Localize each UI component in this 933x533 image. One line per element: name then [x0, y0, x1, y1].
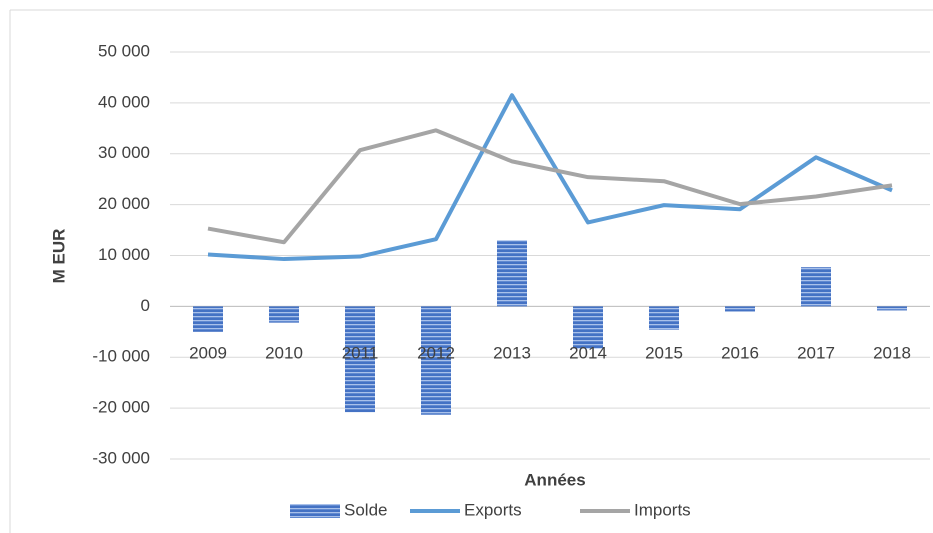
bar — [801, 267, 831, 307]
x-tick-label: 2016 — [721, 343, 759, 362]
bar — [649, 306, 679, 330]
legend-label: Exports — [464, 500, 522, 519]
bar — [725, 306, 755, 312]
y-axis-title: M EUR — [49, 229, 68, 284]
y-tick-label: 0 — [141, 296, 150, 315]
legend-label: Imports — [634, 500, 691, 519]
line — [207, 128, 893, 245]
line — [207, 93, 893, 262]
y-tick-label: 40 000 — [98, 92, 150, 111]
x-tick-label: 2014 — [569, 343, 607, 362]
x-axis-title: Années — [524, 470, 585, 489]
x-tick-label: 2009 — [189, 343, 227, 362]
x-tick-label: 2017 — [797, 343, 835, 362]
bar — [193, 306, 223, 332]
y-tick-label: -30 000 — [92, 448, 150, 467]
legend-swatch — [290, 504, 340, 518]
bar — [573, 306, 603, 349]
x-tick-label: 2010 — [265, 343, 303, 362]
y-tick-label: 10 000 — [98, 245, 150, 264]
y-tick-label: 50 000 — [98, 41, 150, 60]
x-tick-label: 2013 — [493, 343, 531, 362]
x-tick-label: 2015 — [645, 343, 683, 362]
x-tick-label: 2018 — [873, 343, 911, 362]
x-tick-label: 2012 — [417, 343, 455, 362]
y-tick-label: -10 000 — [92, 347, 150, 366]
legend-label: Solde — [344, 500, 387, 519]
y-tick-label: 30 000 — [98, 143, 150, 162]
bar — [269, 306, 299, 323]
bar — [497, 240, 527, 307]
y-tick-label: -20 000 — [92, 398, 150, 417]
y-tick-label: 20 000 — [98, 194, 150, 213]
bar — [877, 306, 907, 311]
bar — [345, 306, 375, 413]
bar — [421, 306, 451, 415]
x-tick-label: 2011 — [342, 343, 379, 362]
